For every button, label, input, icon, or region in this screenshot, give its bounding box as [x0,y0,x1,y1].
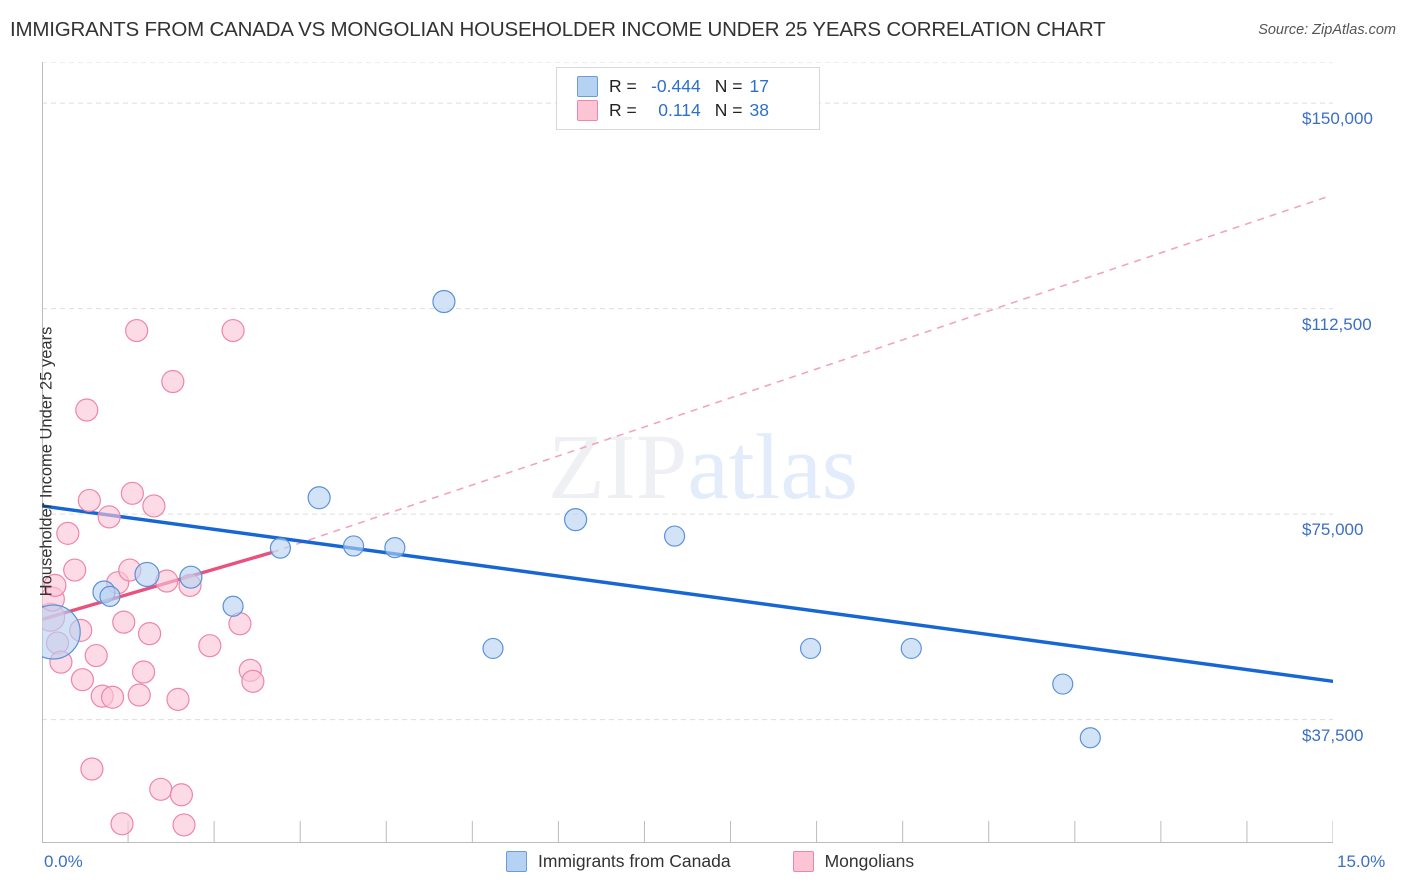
correlation-r-label: R = [609,75,637,96]
correlation-legend: R = -0.444 N = 17 R = 0.114 N = 38 [556,67,820,130]
legend-label-immigrants-from-canada: Immigrants from Canada [538,851,731,871]
y-axis-tick-label: $112,500 [1302,314,1372,334]
correlation-n-label: N = [714,75,743,96]
legend-swatch-pink-icon [792,851,814,872]
y-axis-tick-label: $37,500 [1302,725,1364,745]
legend-swatch-blue-icon [506,851,527,872]
x-axis-label-min: 0.0% [44,852,83,871]
x-axis-label-max: 15.0% [1337,852,1386,871]
plot-area: Householder Income Under 25 years [38,62,1333,843]
immigrants-from-canada-points [42,289,1101,749]
correlation-row-immigrants-from-canada: R = -0.444 N = 17 [577,74,769,98]
legend-label-mongolians: Mongolians [824,851,915,871]
y-axis-tick-label: $75,000 [1302,520,1364,540]
legend-swatch-pink-icon [577,99,598,121]
correlation-r-value: 0.114 [658,99,701,120]
correlation-r-value: -0.444 [651,75,701,96]
source-label: Source: ZipAtlas.com [1258,22,1396,38]
y-axis-tick-label: $150,000 [1302,109,1373,129]
correlation-n-value: 17 [749,75,769,96]
correlation-r-label: R = [609,99,637,120]
correlation-n-label: N = [714,99,743,120]
legend-swatch-blue-icon [577,75,598,97]
gridlines [42,62,1333,721]
x-axis-ticks [42,821,1333,843]
series-legend: Immigrants from Canada Mongolians [506,851,914,872]
correlation-n-value: 38 [749,99,769,120]
legend-entry-immigrants-from-canada[interactable]: Immigrants from Canada [506,851,731,872]
legend-entry-mongolians[interactable]: Mongolians [792,851,915,872]
scatter-plot-svg [42,62,1333,843]
y-axis-title: Householder Income Under 25 years [37,326,56,597]
chart-title: IMMIGRANTS FROM CANADA VS MONGOLIAN HOUS… [10,18,1106,41]
axis-lines [42,62,1333,843]
correlation-row-mongolians: R = 0.114 N = 38 [577,98,769,122]
